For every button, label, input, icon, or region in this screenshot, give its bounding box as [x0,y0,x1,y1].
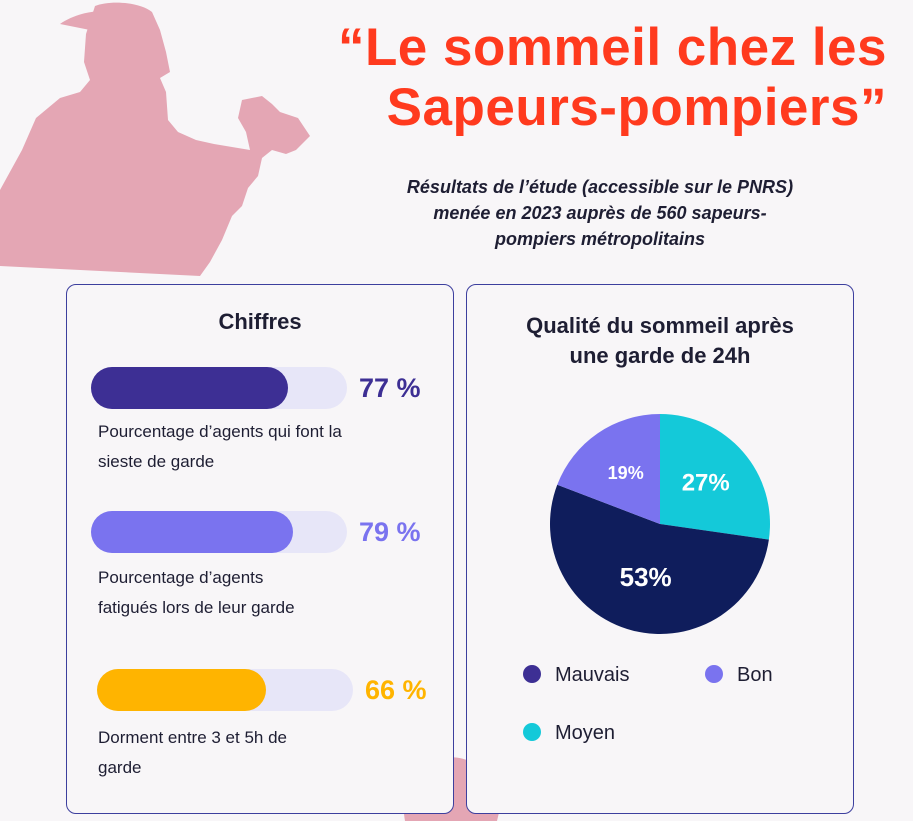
progress-bar-track [91,511,347,553]
figures-card-title: Chiffres [218,309,302,334]
progress-bar-track [91,367,347,409]
stat-description: Pourcentage d’agents fatigués lors de le… [98,563,428,623]
sleep-quality-card: Qualité du sommeil après une garde de 24… [466,284,854,814]
subtitle-line-2: menée en 2023 auprès de 560 sapeurs- [433,203,767,223]
desc-line-2: fatigués lors de leur garde [98,598,295,617]
title-line-1: “Le sommeil chez les [337,18,887,77]
stat-description: Pourcentage d’agents qui font la sieste … [98,417,428,477]
legend-item-mauvais: Mauvais [523,663,629,687]
chart-title-line-2: une garde de 24h [569,343,751,368]
pie-slice-bon [557,414,660,524]
pie-label-bon: 19% [608,463,644,483]
pie-slice-mauvais [550,484,769,634]
chart-title-line-1: Qualité du sommeil après [526,313,794,338]
legend-label: Bon [737,664,773,686]
legend-label: Mauvais [555,664,630,686]
legend-item-bon: Bon [705,663,773,687]
figures-card: Chiffres 77 % Pourcentage d’agents qui f… [66,284,454,814]
desc-line-1: Dorment entre 3 et 5h de [98,728,288,747]
stat-percentage: 77 % [359,373,421,403]
page-subtitle: Résultats de l’étude (accessible sur le … [360,174,840,252]
subtitle-line-3: pompiers métropolitains [494,229,706,249]
desc-line-1: Pourcentage d’agents qui font la [98,422,342,441]
legend-item-moyen: Moyen [523,721,615,745]
stat-percentage: 66 % [365,675,427,705]
pie-chart: 27% 53% 19% [550,414,770,634]
page-title: “Le sommeil chez les Sapeurs-pompiers” [247,18,887,138]
legend-label: Moyen [555,722,616,744]
legend-swatch [523,723,541,741]
chart-title: Qualité du sommeil après une garde de 24… [467,311,853,371]
legend-swatch [523,665,541,683]
pie-label-moyen: 27% [682,470,730,497]
desc-line-2: sieste de garde [98,452,215,471]
progress-bar-fill [91,511,294,553]
title-line-2: Sapeurs-pompiers” [386,78,887,137]
pie-slice-moyen [660,414,770,540]
progress-bar-track [97,669,353,711]
firefighter-silhouette [0,2,310,276]
pie-label-mauvais: 53% [620,562,672,592]
progress-bar-fill [97,669,266,711]
legend-swatch [705,665,723,683]
progress-bar-fill [91,367,289,409]
subtitle-line-1: Résultats de l’étude (accessible sur le … [406,177,794,197]
pie-chart-container: 27% 53% 19% [545,409,775,644]
desc-line-2: garde [98,758,142,777]
stat-percentage: 79 % [359,517,421,547]
stat-description: Dorment entre 3 et 5h de garde [98,723,428,783]
desc-line-1: Pourcentage d’agents [98,568,264,587]
